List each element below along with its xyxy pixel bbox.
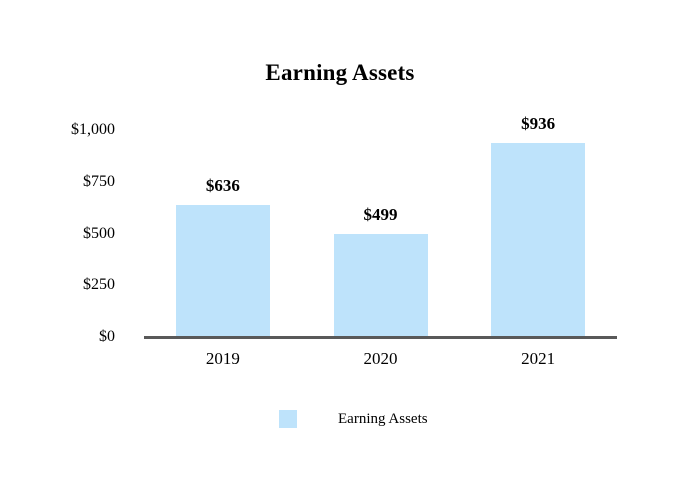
y-axis-tick-label: $0 xyxy=(99,328,115,345)
bar-2020 xyxy=(333,233,428,337)
legend: Earning Assets xyxy=(279,410,428,428)
bar-value-label: $636 xyxy=(205,176,240,196)
y-axis-tick-label: $1,000 xyxy=(71,121,115,138)
bar-value-label: $499 xyxy=(363,204,398,224)
bar-value-label: $936 xyxy=(521,114,556,134)
y-axis-tick-label: $500 xyxy=(83,224,115,242)
legend-label: Earning Assets xyxy=(338,410,428,427)
x-axis-label: 2021 xyxy=(521,349,556,368)
x-axis-label: 2019 xyxy=(205,349,240,368)
bar-2021 xyxy=(491,143,586,337)
y-axis-tick-label: $250 xyxy=(83,276,115,294)
bar-2019 xyxy=(175,205,270,337)
legend-swatch-icon xyxy=(279,410,297,428)
y-axis-tick-label: $750 xyxy=(83,172,115,190)
chart-title: Earning Assets xyxy=(265,60,415,85)
x-axis-label: 2020 xyxy=(363,349,398,368)
x-axis-line xyxy=(144,336,617,339)
